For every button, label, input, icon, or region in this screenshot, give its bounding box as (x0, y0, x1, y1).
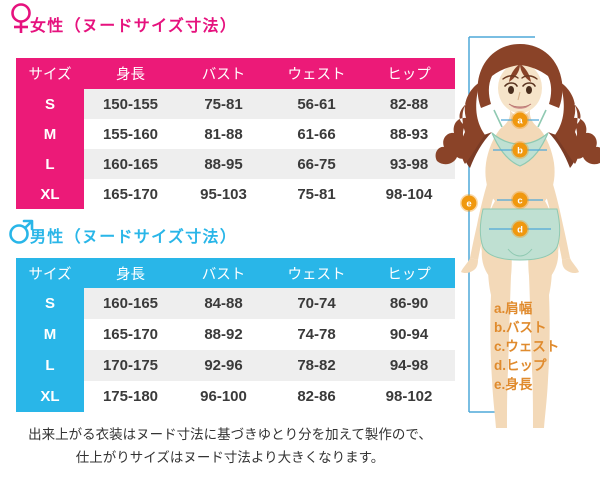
svg-text:e: e (466, 198, 471, 209)
svg-text:b: b (517, 145, 523, 156)
svg-text:b.バスト: b.バスト (494, 320, 547, 335)
svg-text:a: a (517, 115, 523, 126)
svg-text:d: d (517, 224, 523, 235)
svg-text:d.ヒップ: d.ヒップ (494, 358, 547, 373)
svg-text:a.肩幅: a.肩幅 (494, 300, 533, 316)
svg-text:e.身長: e.身長 (494, 376, 533, 392)
svg-text:c.ウェスト: c.ウェスト (494, 339, 559, 354)
svg-text:c: c (517, 195, 522, 206)
